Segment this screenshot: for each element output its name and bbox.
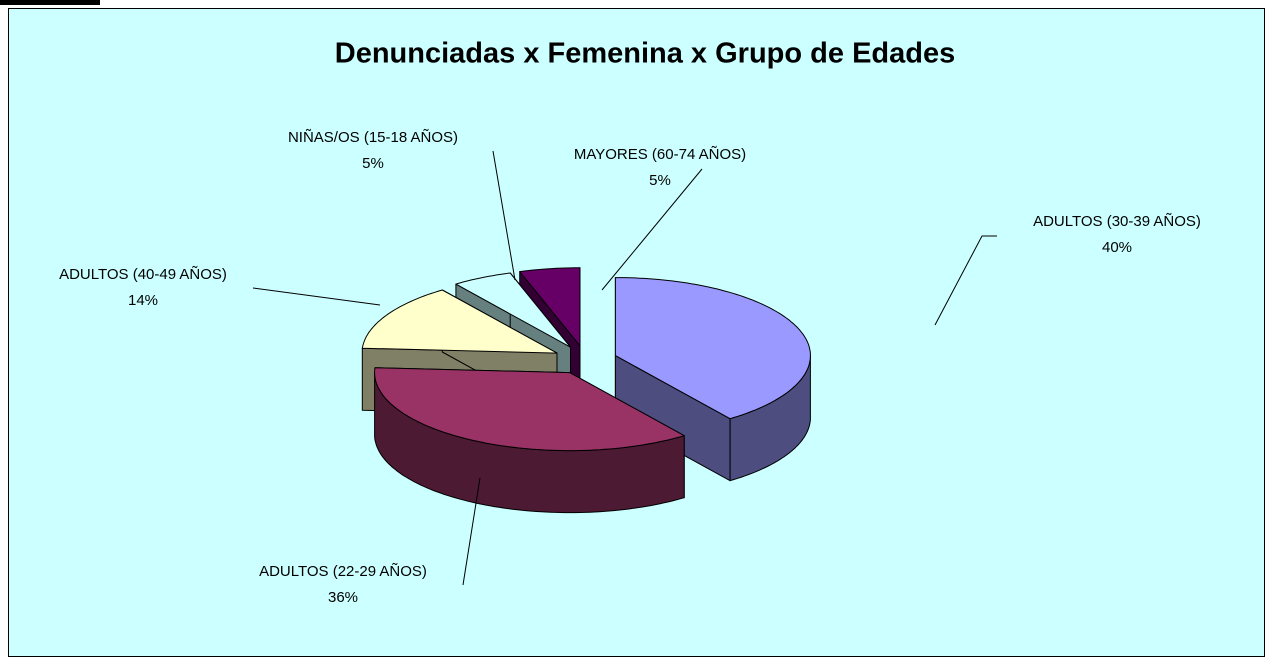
slice-value-label: 14% [128, 292, 158, 309]
slice-value-label: 36% [328, 589, 358, 606]
leader-line [601, 168, 703, 291]
leader-line [252, 287, 381, 306]
pie-slice [374, 367, 685, 514]
slice-label: ADULTOS (40-49 AÑOS) [59, 266, 227, 283]
slice-top [614, 277, 811, 420]
chart-title: Denunciadas x Femenina x Grupo de Edades [335, 38, 955, 70]
slice-label: MAYORES (60-74 AÑOS) [574, 146, 746, 163]
leader-line [462, 477, 481, 586]
slice-value-label: 5% [362, 155, 384, 172]
corner-bar [0, 0, 100, 5]
slice-top [361, 289, 558, 354]
slice-label: NIÑAS/OS (15-18 AÑOS) [288, 129, 458, 146]
slice-top [455, 272, 571, 348]
slice-label: ADULTOS (30-39 AÑOS) [1033, 213, 1201, 230]
pie-slice [614, 277, 811, 482]
leader-line [492, 150, 516, 281]
leader-line [934, 235, 997, 326]
slice-top [519, 267, 581, 347]
slice-top [374, 367, 685, 452]
slice-label: ADULTOS (22-29 AÑOS) [259, 563, 427, 580]
slice-value-label: 40% [1102, 239, 1132, 256]
slice-value-label: 5% [649, 172, 671, 189]
